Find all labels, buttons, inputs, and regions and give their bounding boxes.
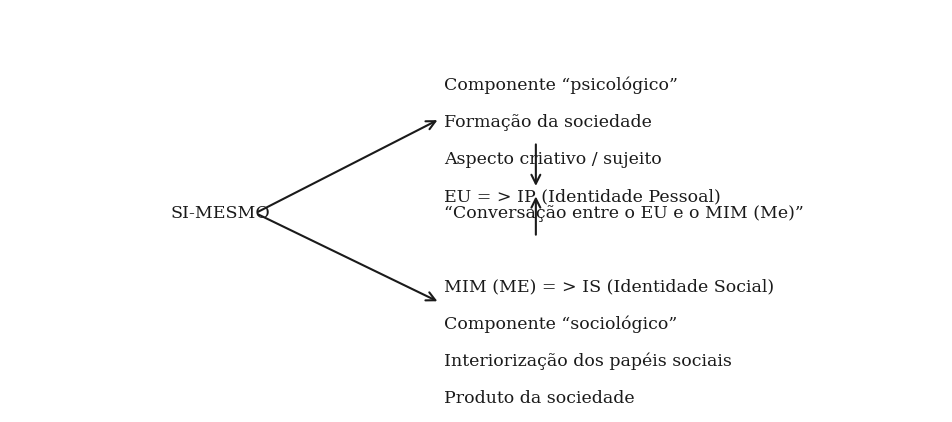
Text: “Conversação entre o EU e o MIM (Me)”: “Conversação entre o EU e o MIM (Me)” — [444, 205, 803, 222]
Text: Produto da sociedade: Produto da sociedade — [444, 390, 634, 407]
Text: Aspecto criativo / sujeito: Aspecto criativo / sujeito — [444, 151, 662, 168]
Text: Formação da sociedade: Formação da sociedade — [444, 114, 651, 131]
Text: EU = > IP (Identidade Pessoal): EU = > IP (Identidade Pessoal) — [444, 189, 721, 206]
Text: Componente “sociológico”: Componente “sociológico” — [444, 316, 677, 333]
Text: SI-MESMO: SI-MESMO — [170, 205, 270, 222]
Text: Componente “psicológico”: Componente “psicológico” — [444, 77, 678, 94]
Text: Interiorização dos papéis sociais: Interiorização dos papéis sociais — [444, 353, 731, 371]
Text: MIM (ME) = > IS (Identidade Social): MIM (ME) = > IS (Identidade Social) — [444, 278, 774, 295]
